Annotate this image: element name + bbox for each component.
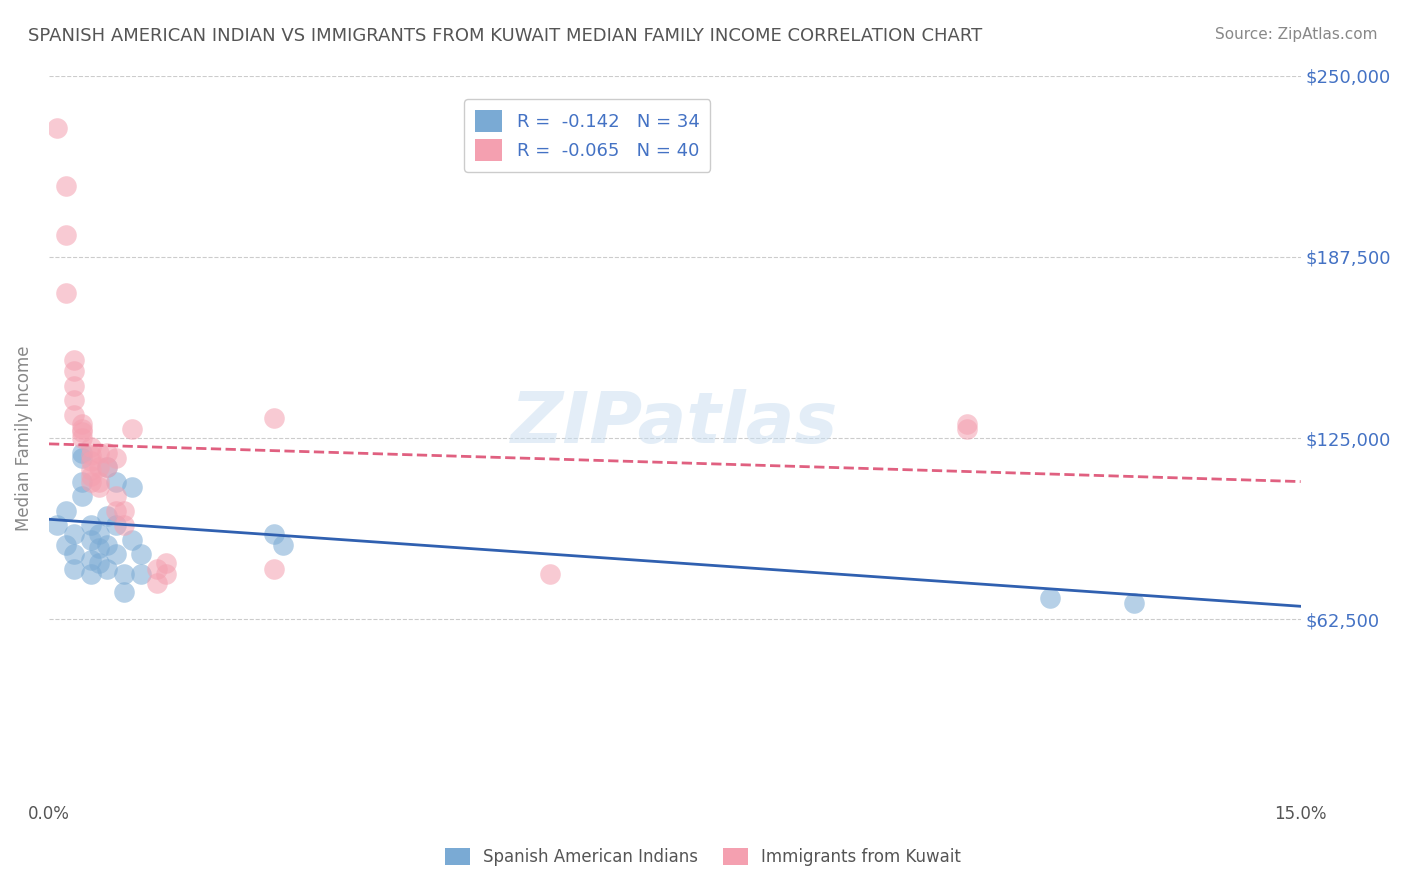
Point [80, 533, 103, 547]
Point [80, 518, 103, 533]
Point [72, 417, 94, 431]
Point [63, 393, 86, 408]
Point [263, 526, 285, 541]
Point [72, 425, 94, 440]
Point [87, 541, 110, 556]
Point [96, 538, 118, 552]
Point [63, 379, 86, 393]
Point [121, 480, 143, 494]
Point [129, 567, 152, 582]
Point [55, 503, 77, 517]
Point [63, 547, 86, 561]
Point [263, 410, 285, 425]
Point [80, 454, 103, 468]
Point [46, 518, 69, 533]
Point [96, 509, 118, 524]
Point [80, 567, 103, 582]
Point [55, 538, 77, 552]
Legend: R =  -0.142   N = 34, R =  -0.065   N = 40: R = -0.142 N = 34, R = -0.065 N = 40 [464, 99, 710, 172]
Point [80, 449, 103, 463]
Text: ZIPatlas: ZIPatlas [512, 389, 838, 458]
Point [63, 561, 86, 575]
Point [956, 417, 979, 431]
Point [72, 489, 94, 503]
Point [121, 422, 143, 436]
Point [104, 475, 127, 489]
Point [146, 576, 169, 591]
Point [146, 561, 169, 575]
Point [72, 451, 94, 466]
Point [63, 352, 86, 367]
Text: SPANISH AMERICAN INDIAN VS IMMIGRANTS FROM KUWAIT MEDIAN FAMILY INCOME CORRELATI: SPANISH AMERICAN INDIAN VS IMMIGRANTS FR… [28, 27, 983, 45]
Point [96, 460, 118, 475]
Point [72, 475, 94, 489]
Point [112, 567, 135, 582]
Point [121, 533, 143, 547]
Point [72, 431, 94, 445]
Point [155, 556, 177, 570]
Point [46, 120, 69, 135]
Point [263, 561, 285, 575]
Point [87, 556, 110, 570]
Point [87, 480, 110, 494]
Point [63, 526, 86, 541]
Point [112, 584, 135, 599]
Point [956, 422, 979, 436]
Point [112, 503, 135, 517]
Point [112, 518, 135, 533]
Point [80, 463, 103, 477]
Point [104, 518, 127, 533]
Point [55, 227, 77, 242]
Point [1122, 596, 1144, 610]
Point [87, 445, 110, 459]
Point [1039, 591, 1062, 605]
Point [55, 286, 77, 301]
Text: Source: ZipAtlas.com: Source: ZipAtlas.com [1215, 27, 1378, 42]
Point [96, 460, 118, 475]
Point [271, 538, 294, 552]
Point [155, 567, 177, 582]
Point [104, 503, 127, 517]
Point [55, 178, 77, 193]
Point [72, 422, 94, 436]
Point [80, 468, 103, 483]
Point [63, 408, 86, 422]
Y-axis label: Median Family Income: Median Family Income [15, 345, 32, 531]
Point [87, 526, 110, 541]
Legend: Spanish American Indians, Immigrants from Kuwait: Spanish American Indians, Immigrants fro… [436, 840, 970, 875]
Point [87, 460, 110, 475]
Point [80, 440, 103, 454]
Point [63, 364, 86, 378]
Point [538, 567, 561, 582]
Point [87, 475, 110, 489]
Point [104, 547, 127, 561]
Point [80, 553, 103, 567]
Point [96, 561, 118, 575]
Point [129, 547, 152, 561]
Point [80, 475, 103, 489]
Point [104, 451, 127, 466]
Point [72, 445, 94, 459]
Point [104, 489, 127, 503]
Point [96, 445, 118, 459]
